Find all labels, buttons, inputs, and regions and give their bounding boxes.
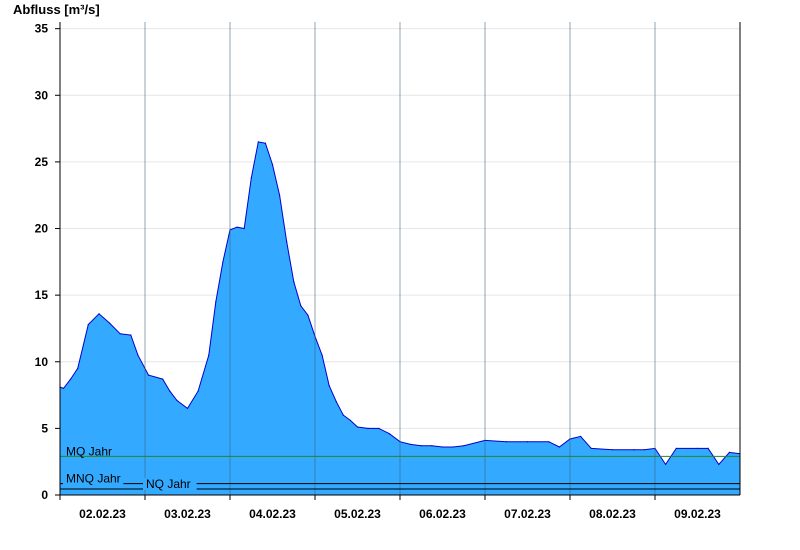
x-tick-label: 07.02.23: [504, 507, 551, 521]
discharge-point: [222, 261, 224, 263]
reference-label: MQ Jahr: [66, 444, 112, 458]
discharge-point: [271, 164, 274, 166]
discharge-point: [420, 445, 422, 447]
discharge-point: [696, 447, 699, 449]
y-ticks: 0 5 10 15 20 25 30 35: [35, 22, 60, 502]
discharge-point: [367, 427, 369, 429]
discharge-point: [378, 427, 380, 429]
reference-label: MNQ Jahr: [66, 472, 121, 486]
discharge-point: [162, 378, 164, 380]
discharge-point: [633, 449, 635, 451]
discharge-point: [548, 441, 550, 443]
discharge-point: [257, 141, 259, 143]
y-tick-label: 10: [35, 355, 49, 369]
x-tick-label: 04.02.23: [249, 507, 296, 521]
y-tick-label: 5: [41, 421, 48, 435]
reference-label: NQ Jahr: [146, 477, 191, 491]
y-tick-label: 35: [35, 22, 49, 36]
y-tick-label: 25: [35, 155, 49, 169]
discharge-point: [286, 241, 288, 243]
x-tick-label: 06.02.23: [419, 507, 466, 521]
day-separator-lines: [144, 22, 656, 495]
discharge-point: [87, 323, 89, 326]
y-tick-label: 15: [35, 288, 49, 302]
discharge-point: [243, 227, 245, 230]
discharge-point: [707, 447, 709, 449]
discharge-point: [558, 446, 561, 448]
discharge-point: [279, 194, 281, 196]
discharge-point: [580, 435, 582, 437]
discharge-point: [643, 449, 646, 451]
discharge-point: [293, 281, 295, 283]
discharge-point: [328, 385, 330, 387]
x-ticks: 02.02.23 03.02.23 04.02.23 05.02.23 06.02.23…: [59, 495, 721, 521]
discharge-point: [356, 426, 359, 428]
discharge-point: [505, 441, 507, 443]
y-tick-label: 30: [35, 88, 49, 102]
discharge-point: [300, 305, 302, 307]
discharge-point: [463, 445, 465, 447]
x-tick-label: 02.02.23: [79, 507, 126, 521]
y-tick-label: 20: [35, 222, 49, 236]
discharge-point: [186, 407, 189, 409]
discharge-point: [611, 449, 614, 451]
discharge-point: [718, 463, 720, 465]
x-tick-label: 03.02.23: [164, 507, 211, 521]
y-tick-label: 0: [41, 488, 48, 502]
discharge-point: [441, 446, 444, 448]
discharge-point: [137, 354, 139, 356]
discharge-point: [410, 443, 412, 445]
discharge-point: [349, 419, 351, 421]
discharge-point: [236, 226, 238, 228]
discharge-point: [388, 433, 390, 435]
discharge-point: [197, 390, 199, 392]
discharge-point: [250, 177, 252, 179]
discharge-point: [342, 414, 344, 416]
discharge-point: [728, 451, 731, 453]
discharge-point: [307, 314, 309, 316]
discharge-point: [119, 333, 121, 335]
discharge-point: [665, 463, 667, 465]
discharge-point: [109, 322, 111, 324]
discharge-point: [590, 447, 592, 449]
x-tick-label: 05.02.23: [334, 507, 381, 521]
y-axis-label: Abfluss [m³/s]: [13, 2, 100, 17]
discharge-point: [675, 447, 677, 449]
discharge-point: [130, 334, 132, 336]
discharge-point: [208, 354, 210, 356]
x-tick-label: 09.02.23: [674, 507, 721, 521]
discharge-point: [452, 446, 454, 448]
reference-lines: MQ Jahr MNQ Jahr NQ Jahr: [60, 444, 740, 491]
discharge-point: [215, 301, 217, 303]
discharge-point: [70, 378, 72, 380]
x-tick-label: 08.02.23: [589, 507, 636, 521]
reference-label-bg: [63, 472, 124, 485]
discharge-point: [335, 401, 337, 403]
discharge-point: [77, 367, 79, 369]
discharge-point: [321, 354, 323, 356]
discharge-point: [147, 374, 150, 376]
discharge-point: [98, 313, 100, 315]
discharge-point: [62, 387, 65, 389]
discharge-point: [169, 390, 171, 392]
discharge-point: [264, 142, 266, 144]
discharge-point: [431, 445, 433, 447]
discharge-point: [176, 399, 178, 401]
discharge-point: [526, 441, 529, 443]
reference-label-bg: [143, 478, 197, 491]
